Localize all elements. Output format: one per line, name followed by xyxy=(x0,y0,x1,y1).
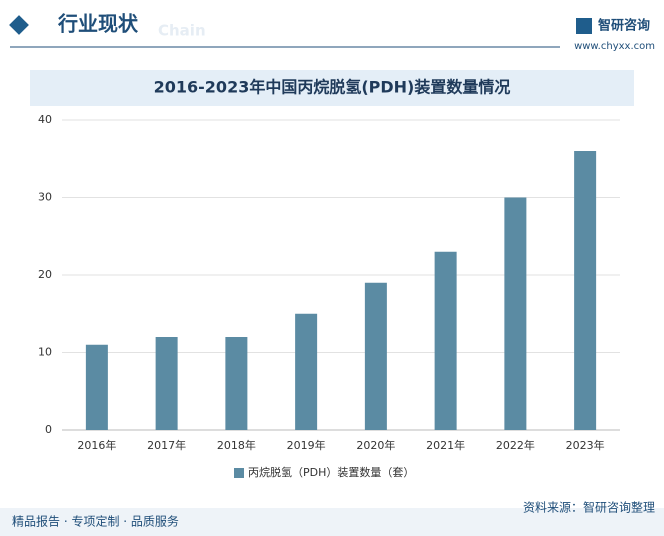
bar xyxy=(225,337,248,430)
bar xyxy=(574,151,597,430)
y-tick-label: 0 xyxy=(45,423,52,436)
y-tick-label: 10 xyxy=(38,346,52,359)
bar xyxy=(85,344,108,430)
url: www.chyxx.com xyxy=(574,41,655,52)
x-tick-label: 2023年 xyxy=(566,438,605,452)
bar xyxy=(434,251,457,430)
x-tick-label: 2017年 xyxy=(147,438,186,452)
bar xyxy=(504,197,527,430)
bar xyxy=(155,337,178,430)
x-tick-label: 2022年 xyxy=(496,438,535,452)
source: 资料来源：智研咨询整理 xyxy=(523,500,655,515)
title-band xyxy=(30,70,634,106)
x-tick-label: 2019年 xyxy=(287,438,326,452)
bar xyxy=(295,313,318,430)
header-icon xyxy=(9,15,29,35)
header-subtitle: Chain xyxy=(158,22,206,40)
x-tick-label: 2021年 xyxy=(426,438,465,452)
legend-swatch xyxy=(234,468,244,478)
brand: 智研咨询 xyxy=(598,18,650,34)
header-title: 行业现状 xyxy=(57,12,139,36)
x-tick-label: 2016年 xyxy=(77,438,116,452)
brand-logo xyxy=(576,18,592,34)
y-tick-label: 20 xyxy=(38,268,52,281)
footer: 精品报告 · 专项定制 · 品质服务 xyxy=(12,514,179,529)
x-tick-label: 2018年 xyxy=(217,438,256,452)
footer-band xyxy=(0,508,664,536)
bar xyxy=(364,282,387,430)
legend-label: 丙烷脱氢（PDH）装置数量（套） xyxy=(248,465,414,479)
chart-title: 2016-2023年中国丙烷脱氢(PDH)装置数量情况 xyxy=(154,78,511,97)
y-tick-label: 30 xyxy=(38,191,52,204)
x-tick-label: 2020年 xyxy=(356,438,395,452)
y-tick-label: 40 xyxy=(38,113,52,126)
